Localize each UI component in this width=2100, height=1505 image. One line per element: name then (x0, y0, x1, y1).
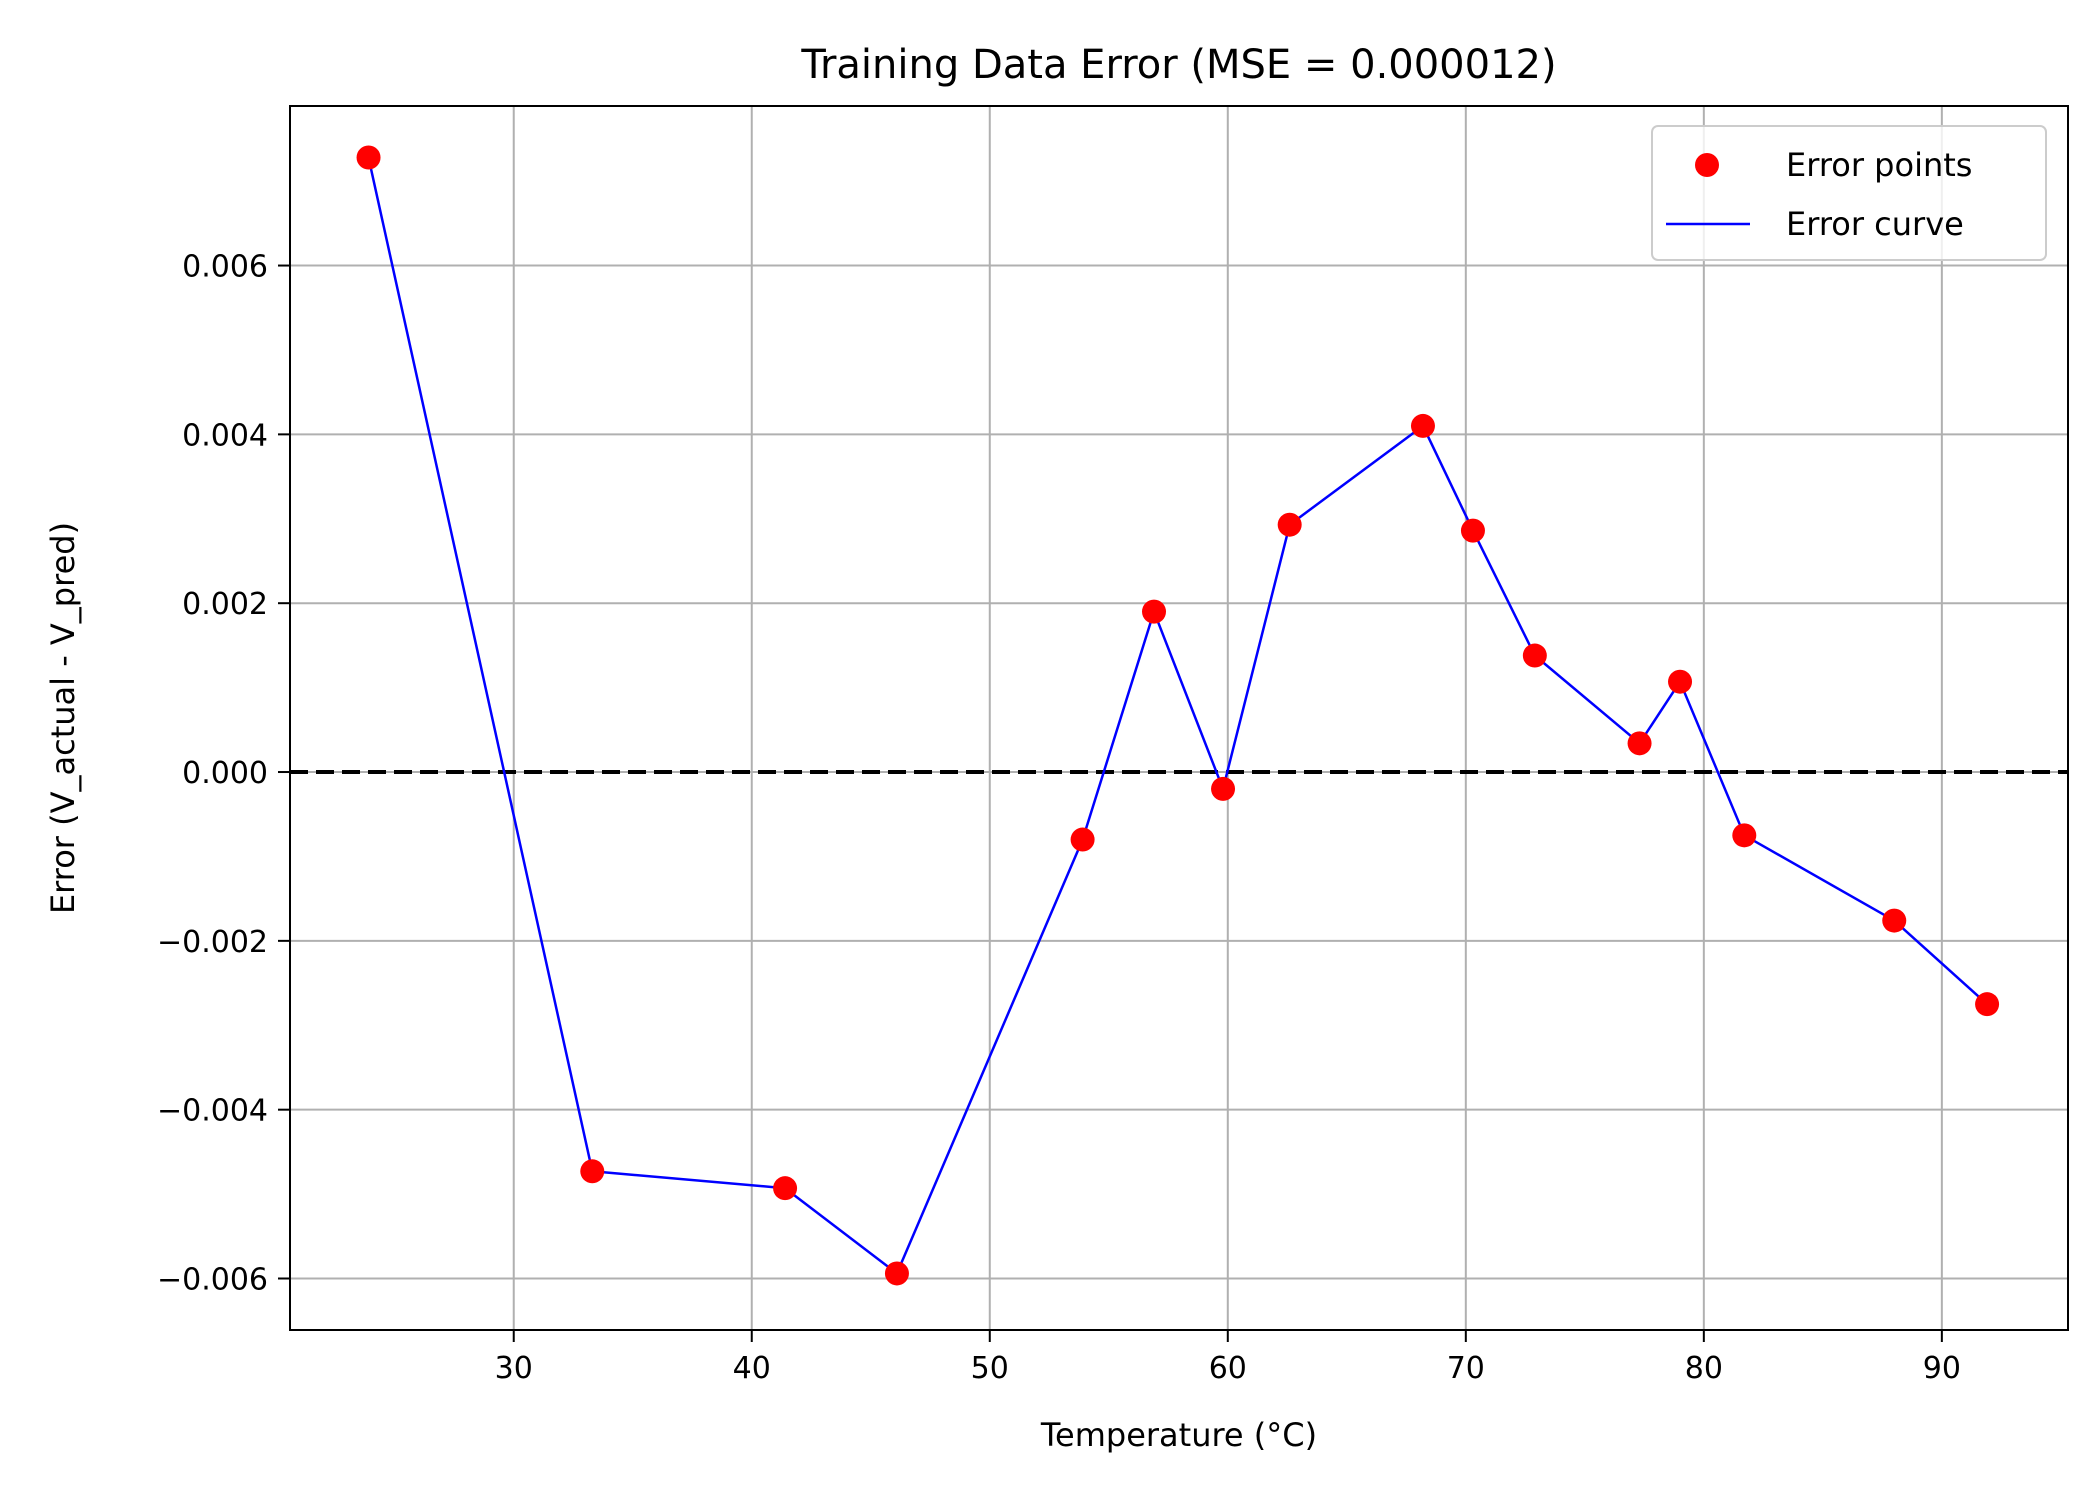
error-point (1882, 908, 1907, 933)
legend-label-error-points: Error points (1786, 146, 1972, 184)
error-point (580, 1159, 605, 1184)
y-tick-label: −0.004 (157, 1094, 268, 1129)
x-tick-label: 90 (1923, 1351, 1961, 1386)
error-point (1277, 512, 1302, 537)
error-point (1410, 413, 1435, 438)
axis-ticks: 30 40 50 60 70 80 90 −0.006 −0.004 −0.002 0.000 0.0… (157, 250, 1961, 1386)
error-point (884, 1261, 909, 1286)
y-tick-label: 0.006 (182, 250, 268, 285)
error-point (1627, 731, 1652, 756)
y-tick-label: −0.002 (157, 925, 268, 960)
error-curve (367, 157, 1988, 1275)
error-point (773, 1176, 798, 1201)
error-curve-line (367, 157, 1988, 1275)
y-tick-label: 0.004 (182, 418, 268, 453)
axes-frame (289, 105, 2069, 1331)
y-tick-label: 0.002 (182, 587, 268, 622)
legend-label-error-curve: Error curve (1786, 205, 1964, 243)
x-tick-label: 30 (495, 1351, 533, 1386)
chart-title: Training Data Error (MSE = 0.000012) (800, 42, 1556, 88)
error-point (1460, 518, 1485, 543)
x-tick-label: 50 (971, 1351, 1009, 1386)
error-points (356, 145, 2000, 1286)
error-point (1070, 827, 1095, 852)
y-tick-label: −0.006 (157, 1263, 268, 1298)
error-point (1975, 992, 2000, 1017)
error-point (1142, 599, 1167, 624)
error-point (1668, 669, 1693, 694)
error-point (1211, 776, 1236, 801)
y-tick-label: 0.000 (182, 756, 268, 791)
legend-marker-error-points (1695, 153, 1719, 177)
error-point (1732, 823, 1757, 848)
error-point (356, 145, 381, 170)
x-tick-label: 60 (1209, 1351, 1247, 1386)
legend-box (1651, 125, 2047, 261)
x-tick-label: 40 (733, 1351, 771, 1386)
legend: Error points Error curve (1651, 125, 2047, 261)
y-axis-label: Error (V_actual - V_pred) (44, 522, 82, 914)
x-tick-label: 80 (1685, 1351, 1723, 1386)
error-point (1522, 643, 1547, 668)
x-axis-label: Temperature (°C) (1040, 1416, 1317, 1454)
x-tick-label: 70 (1447, 1351, 1485, 1386)
